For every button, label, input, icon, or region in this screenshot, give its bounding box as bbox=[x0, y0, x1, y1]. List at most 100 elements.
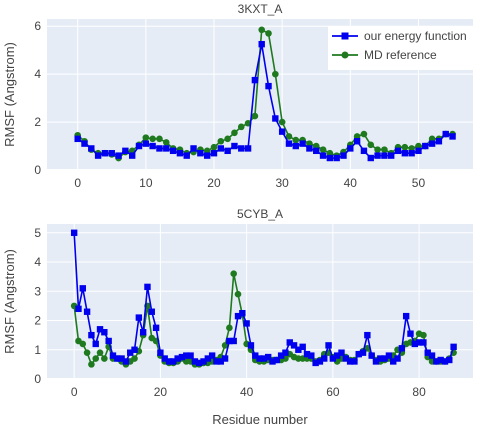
data-point bbox=[152, 324, 160, 332]
data-point bbox=[197, 150, 204, 157]
data-point bbox=[231, 142, 238, 150]
data-point bbox=[407, 330, 414, 337]
data-point bbox=[135, 142, 143, 150]
data-point bbox=[269, 358, 276, 365]
data-point bbox=[351, 358, 358, 365]
data-point bbox=[342, 355, 350, 362]
data-point bbox=[88, 361, 95, 368]
chart-title: 3KXT_A bbox=[238, 2, 283, 16]
data-point bbox=[79, 340, 87, 348]
data-point bbox=[217, 358, 224, 365]
data-point bbox=[208, 352, 216, 359]
data-point bbox=[239, 309, 246, 317]
data-point bbox=[92, 355, 100, 362]
data-point bbox=[96, 349, 104, 356]
data-point bbox=[278, 128, 286, 135]
data-point bbox=[217, 145, 225, 152]
data-point bbox=[176, 150, 184, 157]
data-point bbox=[79, 285, 86, 292]
data-point bbox=[148, 308, 155, 315]
data-point bbox=[83, 308, 91, 315]
data-point bbox=[203, 152, 211, 159]
data-point bbox=[390, 358, 397, 365]
data-point bbox=[306, 145, 313, 152]
data-point bbox=[272, 115, 279, 122]
data-point bbox=[237, 123, 245, 131]
data-point bbox=[230, 270, 237, 278]
x-tick-label: 20 bbox=[207, 176, 221, 190]
data-point bbox=[450, 343, 457, 351]
data-point bbox=[247, 342, 255, 349]
data-point bbox=[83, 349, 91, 356]
data-point bbox=[329, 355, 337, 362]
data-point bbox=[424, 349, 431, 356]
data-point bbox=[367, 154, 374, 162]
x-tick-label: 60 bbox=[326, 385, 340, 399]
y-tick-label: 5 bbox=[34, 226, 41, 240]
chart-panel-2: 0 20 40 60 80 0 1 2 3 4 5 5CYB_A RMSF (Angstrom) Resi… bbox=[2, 207, 473, 427]
data-point bbox=[277, 352, 285, 359]
legend-box bbox=[328, 26, 476, 70]
series-energy-function bbox=[70, 229, 457, 367]
data-point bbox=[174, 355, 181, 362]
data-point bbox=[260, 355, 268, 362]
data-point bbox=[374, 152, 381, 159]
data-point bbox=[163, 145, 170, 152]
data-point bbox=[411, 340, 418, 348]
data-point bbox=[149, 142, 156, 150]
legend-label: our energy function bbox=[364, 29, 467, 43]
data-point bbox=[251, 112, 259, 120]
data-point bbox=[449, 133, 456, 140]
data-point bbox=[367, 141, 375, 149]
y-tick-label: 2 bbox=[34, 314, 41, 328]
data-point bbox=[183, 352, 190, 359]
data-point bbox=[299, 140, 306, 147]
data-point bbox=[286, 339, 293, 346]
data-point bbox=[433, 358, 440, 365]
data-point bbox=[109, 352, 117, 359]
data-point bbox=[265, 82, 272, 90]
data-point bbox=[135, 314, 143, 321]
chart-title: 5CYB_A bbox=[237, 207, 283, 221]
data-point bbox=[139, 329, 147, 336]
data-point bbox=[105, 337, 112, 345]
data-point bbox=[131, 355, 138, 362]
data-point bbox=[101, 150, 109, 157]
data-point bbox=[325, 342, 332, 349]
x-tick-label: 50 bbox=[412, 176, 426, 190]
y-tick-label: 4 bbox=[34, 255, 41, 269]
data-point bbox=[408, 150, 415, 157]
data-point bbox=[226, 324, 233, 332]
data-point bbox=[308, 352, 315, 359]
data-point bbox=[115, 152, 122, 159]
data-point bbox=[273, 356, 281, 364]
y-tick-label: 2 bbox=[34, 115, 41, 129]
data-point bbox=[381, 146, 388, 153]
data-point bbox=[221, 355, 229, 362]
data-point bbox=[165, 358, 173, 365]
data-point bbox=[108, 150, 115, 157]
data-point bbox=[224, 135, 231, 143]
data-point bbox=[437, 356, 444, 364]
data-point bbox=[226, 337, 233, 345]
data-point bbox=[435, 138, 443, 145]
data-point bbox=[420, 339, 427, 346]
data-point bbox=[96, 326, 104, 333]
data-point bbox=[156, 135, 163, 143]
data-point bbox=[210, 143, 218, 151]
data-point bbox=[312, 359, 319, 367]
data-point bbox=[131, 346, 138, 353]
data-point bbox=[142, 140, 150, 147]
data-point bbox=[340, 152, 347, 159]
data-point bbox=[368, 352, 375, 359]
x-axis-label: Residue number bbox=[212, 412, 308, 427]
x-tick-label: 0 bbox=[71, 385, 78, 399]
data-point bbox=[285, 140, 293, 147]
data-point bbox=[394, 147, 402, 155]
data-point bbox=[388, 152, 395, 159]
data-point bbox=[204, 355, 212, 362]
data-point bbox=[374, 146, 381, 153]
data-point bbox=[321, 355, 328, 362]
data-point bbox=[122, 147, 129, 155]
data-point bbox=[264, 353, 272, 361]
